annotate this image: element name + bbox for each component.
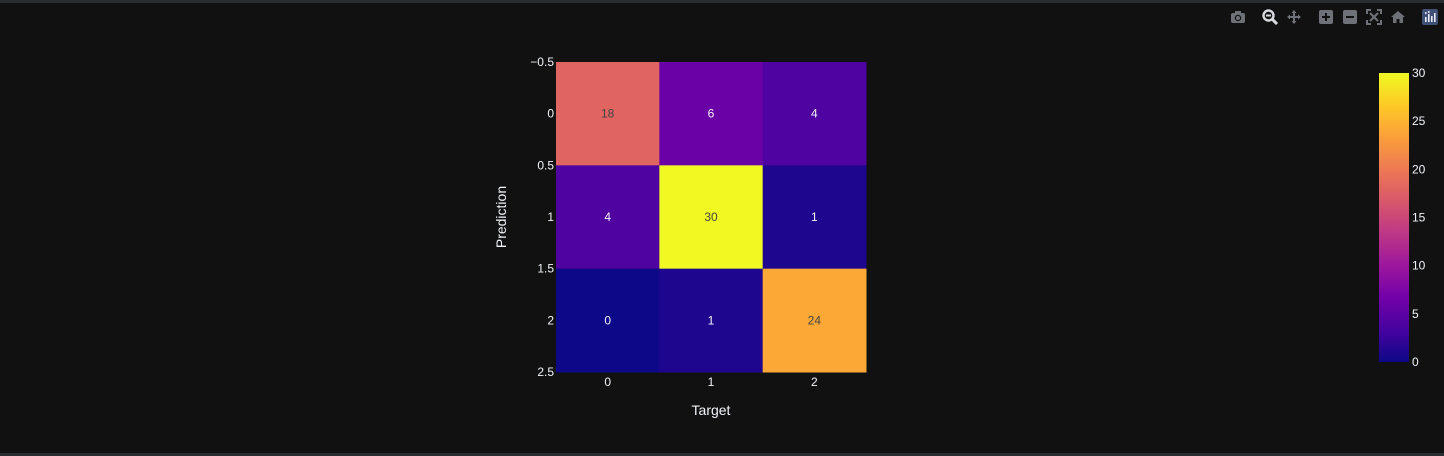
- y-axis-title: Prediction: [493, 186, 509, 248]
- colorbar-tick-label: 10: [1412, 259, 1426, 273]
- zoom-in-icon[interactable]: [1314, 7, 1338, 27]
- y-tick-label: 2: [547, 313, 554, 327]
- y-tick-label: 2.5: [537, 365, 554, 379]
- heatmap-cell: [659, 268, 764, 373]
- colorbar-tick-label: 15: [1412, 211, 1426, 225]
- camera-icon[interactable]: [1226, 7, 1250, 27]
- plotly-logo-icon[interactable]: [1418, 7, 1442, 27]
- cell-value-label: 1: [708, 313, 715, 327]
- heatmap-cell: [556, 165, 660, 270]
- heatmap-cell: [762, 165, 867, 270]
- y-tick-label: 1.5: [537, 262, 554, 276]
- cell-value-label: 1: [811, 210, 818, 224]
- heatmap-cells: [556, 62, 867, 373]
- y-tick-label: 1: [547, 210, 554, 224]
- top-border: [0, 0, 1444, 3]
- home-icon[interactable]: [1386, 7, 1410, 27]
- colorbar-tick-label: 5: [1412, 307, 1419, 321]
- x-tick-label: 2: [811, 375, 818, 389]
- heatmap-cell: [762, 62, 867, 166]
- bottom-border: [0, 453, 1444, 456]
- heatmap-cell: [556, 62, 660, 166]
- colorbar: [1379, 73, 1409, 362]
- y-tick-label: 0.5: [537, 158, 554, 172]
- heatmap-cell: [762, 268, 867, 373]
- cell-value-label: 4: [604, 210, 611, 224]
- x-tick-label: 0: [604, 375, 611, 389]
- modebar: [1226, 7, 1442, 27]
- y-tick-label: 0: [547, 107, 554, 121]
- colorbar-tick-label: 20: [1412, 162, 1426, 176]
- zoom-icon[interactable]: [1258, 7, 1282, 27]
- heatmap-cell: [659, 62, 764, 166]
- colorbar-tick-label: 0: [1412, 355, 1419, 369]
- autoscale-icon[interactable]: [1362, 7, 1386, 27]
- zoom-out-icon[interactable]: [1338, 7, 1362, 27]
- x-tick-label: 1: [708, 375, 715, 389]
- y-axis-ticks: −0.5 0 0.5 1 1.5 2 2.5: [530, 55, 554, 379]
- colorbar-ticks: 0 5 10 15 20 25 30: [1412, 66, 1426, 369]
- heatmap-cell: [659, 165, 764, 270]
- cell-value-label: 30: [704, 210, 718, 224]
- cell-value-label: 4: [811, 107, 818, 121]
- cell-value-label: 6: [708, 107, 715, 121]
- heatmap-cell: [556, 268, 660, 373]
- cell-value-label: 24: [808, 313, 822, 327]
- colorbar-tick-label: 25: [1412, 114, 1426, 128]
- x-axis-ticks: 0 1 2: [604, 375, 818, 389]
- y-tick-label: −0.5: [530, 55, 554, 69]
- x-axis-title: Target: [692, 402, 731, 418]
- colorbar-tick-label: 30: [1412, 66, 1426, 80]
- pan-icon[interactable]: [1282, 7, 1306, 27]
- cell-value-labels: 18 6 4 4 30 1 0 1 24: [601, 107, 821, 328]
- cell-value-label: 0: [604, 313, 611, 327]
- cell-value-label: 18: [601, 107, 615, 121]
